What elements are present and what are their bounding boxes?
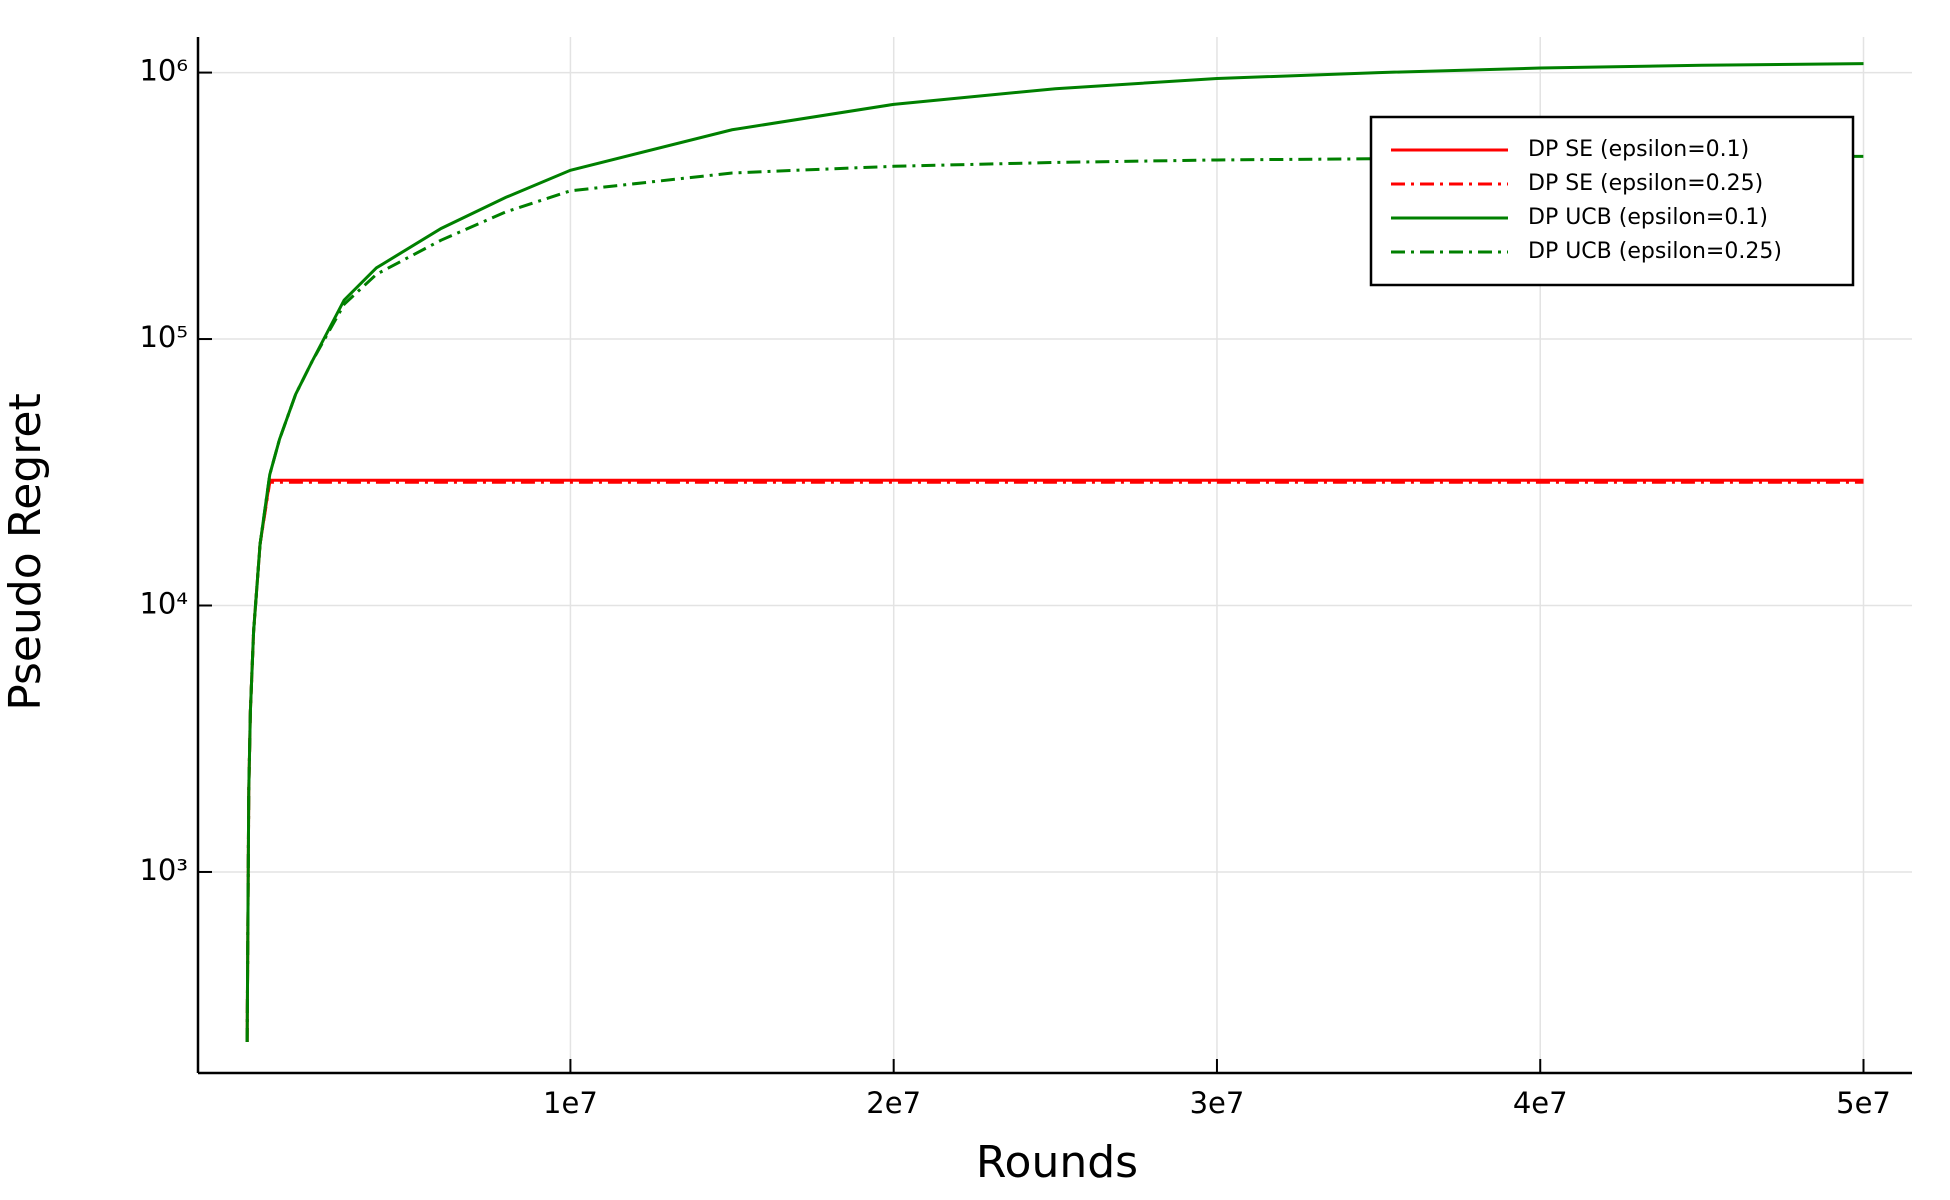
legend-label: DP UCB (epsilon=0.25) <box>1528 239 1782 264</box>
y-axis-title: Pseudo Regret <box>0 393 51 711</box>
series-line <box>245 480 1864 1043</box>
y-tick-label: 10⁶ <box>139 54 188 88</box>
x-tick-label: 4e7 <box>1513 1086 1568 1120</box>
legend-label: DP SE (epsilon=0.1) <box>1528 137 1749 162</box>
series-line <box>245 478 1864 1043</box>
y-tick-label: 10⁴ <box>139 587 188 621</box>
legend-label: DP SE (epsilon=0.25) <box>1528 171 1763 196</box>
y-tick-label: 10³ <box>139 853 188 887</box>
x-tick-label: 5e7 <box>1836 1086 1891 1120</box>
x-tick-label: 3e7 <box>1190 1086 1245 1120</box>
legend-box <box>1369 115 1855 287</box>
series-line <box>245 62 1864 1043</box>
series-line <box>245 154 1864 1043</box>
y-tick-label: 10⁵ <box>139 320 188 354</box>
x-axis-title: Rounds <box>976 1137 1138 1188</box>
legend-label: DP UCB (epsilon=0.1) <box>1528 205 1768 230</box>
x-tick-label: 1e7 <box>543 1086 598 1120</box>
x-tick-label: 2e7 <box>866 1086 921 1120</box>
